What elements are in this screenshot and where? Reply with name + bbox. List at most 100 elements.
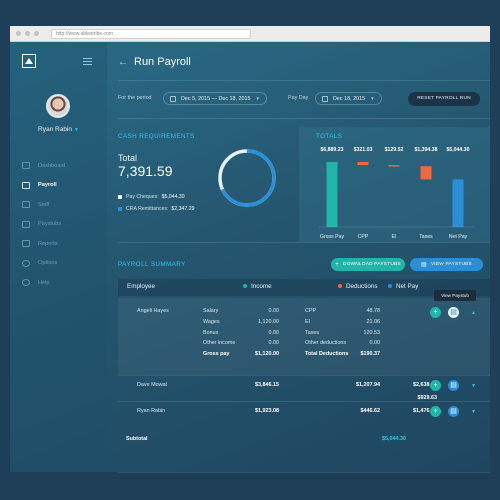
deduction-item-value: 0.00 <box>369 340 381 347</box>
sidebar-item-label: Reports <box>38 240 58 247</box>
add-paystub-button[interactable]: + <box>430 406 441 417</box>
deductions-dot-icon <box>338 284 342 289</box>
filter-divider <box>118 118 490 119</box>
sidebar-item-dashboard[interactable]: Dashboard <box>22 156 65 176</box>
sidebar-item-label: Staff <box>38 201 50 208</box>
help-icon <box>22 279 30 287</box>
sidebar-item-label: Dashboard <box>38 162 66 169</box>
payroll-icon <box>22 181 30 189</box>
tick-label: Net Pay <box>449 234 468 240</box>
app-logo[interactable] <box>22 54 36 68</box>
sidebar-item-paystubs[interactable]: Paystubs <box>22 215 65 235</box>
row-deductions: $1,207.94 <box>356 382 380 388</box>
totals-bar-chart: $6,889.23 Gross Pay $321.03 CPP $129.52 EI $1,… <box>319 147 474 240</box>
deduction-item-label: CPP <box>305 308 317 314</box>
bar-gross-pay <box>326 162 338 227</box>
sidebar-item-staff[interactable]: Staff <box>22 195 65 215</box>
reset-payroll-button[interactable]: RESET PAYROLL RUN <box>408 92 480 106</box>
avatar[interactable] <box>46 94 70 118</box>
sidebar: Ryan Rabin ▼ Dashboard Payroll Staff Paystub… <box>10 42 107 472</box>
cash-total-label: Total <box>118 153 138 163</box>
data-label: $5,044.30 <box>446 147 469 153</box>
netpay-dot-icon <box>388 284 392 289</box>
user-name: Ryan Rabin <box>38 126 72 133</box>
period-label: For the period <box>118 95 152 101</box>
payday-label: Pay Day <box>288 95 309 101</box>
income-item-value: 0.00 <box>268 308 280 314</box>
legend-cra-remittances: CRA Remittances: $2,347.29 <box>118 206 194 212</box>
data-label: $129.52 <box>385 147 404 153</box>
donut-cra-arc <box>218 149 276 207</box>
deduction-item-label: Taxes <box>305 329 320 336</box>
download-paystubs-label: DOWNLOAD PAYSTUBS <box>342 262 401 267</box>
view-paystub-button[interactable]: ▤ <box>448 380 459 391</box>
logo-triangle-icon <box>25 58 33 64</box>
menu-icon[interactable] <box>83 58 92 65</box>
browser-chrome: http://www.ablestribe.com <box>10 26 490 42</box>
column-income-label: Income <box>251 283 272 290</box>
sidebar-item-help[interactable]: Help <box>22 273 65 293</box>
summary-table-header: Employee Income Deductions Net Pay <box>118 279 490 296</box>
income-item-value: $1,120.00 <box>255 351 279 358</box>
back-arrow-icon[interactable]: ← <box>118 57 128 68</box>
deduction-item-label: Total Deductions <box>305 351 349 358</box>
sidebar-item-reports[interactable]: Reports <box>22 234 65 254</box>
sidebar-item-payroll[interactable]: Payroll <box>22 176 65 196</box>
employee-name[interactable]: Angeli Hayes <box>137 308 169 314</box>
add-paystub-button[interactable]: + <box>430 307 441 318</box>
view-paystub-button[interactable]: ▤ <box>448 406 459 417</box>
download-paystubs-button[interactable]: + DOWNLOAD PAYSTUBS <box>331 258 405 271</box>
payday-select[interactable]: Dec 18, 2015 ▼ <box>315 92 382 105</box>
sidebar-nav: Dashboard Payroll Staff Paystubs Reports Opti… <box>22 156 65 293</box>
chevron-down-icon: ▼ <box>74 127 79 133</box>
app-content: Ryan Rabin ▼ Dashboard Payroll Staff Paystub… <box>10 42 490 473</box>
window-maximize-dot[interactable] <box>34 31 39 36</box>
row-income: $1,923.08 <box>255 408 279 414</box>
period-select[interactable]: Dec 5, 2015 — Dec 18, 2015 ▼ <box>163 92 267 105</box>
summary-divider <box>118 242 490 243</box>
chevron-down-icon[interactable]: ▼ <box>471 409 476 415</box>
column-employee: Employee <box>127 283 156 290</box>
deduction-item-label: EI <box>305 318 311 325</box>
view-paystub-tooltip: View Paystub <box>434 290 476 301</box>
window-close-dot[interactable] <box>16 31 21 36</box>
bar-taxes <box>420 166 432 180</box>
window-minimize-dot[interactable] <box>25 31 30 36</box>
subtotal-label: Subtotal <box>126 436 148 442</box>
column-deductions: Deductions <box>338 283 378 290</box>
cash-total-value: 7,391.59 <box>118 163 173 179</box>
bar-net-pay <box>452 179 464 227</box>
main-panel: ← Run Payroll For the period Dec 5, 2015… <box>107 42 490 473</box>
sidebar-item-options[interactable]: Options <box>22 254 65 274</box>
data-label: $1,394.38 <box>414 147 437 153</box>
add-paystub-button[interactable]: + <box>430 380 441 391</box>
employee-name[interactable]: Ryan Rabin <box>137 408 166 414</box>
address-bar[interactable]: http://www.ablestribe.com <box>51 28 251 39</box>
view-paystubs-label: VIEW PAYSTUBS <box>430 262 472 267</box>
reports-icon <box>22 240 30 248</box>
period-value: Dec 5, 2015 — Dec 18, 2015 <box>181 95 251 102</box>
page-title: Run Payroll <box>134 56 191 68</box>
row-income: $3,846.15 <box>255 382 279 388</box>
chevron-down-icon[interactable]: ▼ <box>471 383 476 389</box>
options-icon <box>22 259 30 267</box>
legend-pay-cheques: Pay Cheques: $5,044.30 <box>118 194 185 200</box>
calendar-icon <box>170 95 176 102</box>
expanded-netpay: $929.63 <box>417 395 438 401</box>
cash-requirements-title: CASH REQUIREMENTS <box>118 133 195 140</box>
sidebar-item-label: Options <box>38 260 58 267</box>
column-netpay: Net Pay <box>388 283 418 290</box>
income-item-value: 1,120.00 <box>258 318 279 325</box>
chevron-up-icon[interactable]: ▲ <box>471 310 476 316</box>
payroll-summary-title: PAYROLL SUMMARY <box>118 261 186 268</box>
user-menu[interactable]: Ryan Rabin ▼ <box>10 126 107 133</box>
employee-name[interactable]: Dave Mowat <box>137 382 167 388</box>
subtotal-divider <box>118 472 490 473</box>
tick-label: Taxes <box>419 234 433 240</box>
view-paystubs-button[interactable]: ▤ VIEW PAYSTUBS <box>410 258 483 271</box>
sidebar-item-label: Payroll <box>38 182 57 189</box>
view-paystub-button[interactable]: ▤ <box>448 307 459 318</box>
legend-label: Pay Cheques: <box>126 194 159 200</box>
legend-swatch <box>118 195 122 199</box>
subtotal-value: $5,044.30 <box>382 436 406 442</box>
